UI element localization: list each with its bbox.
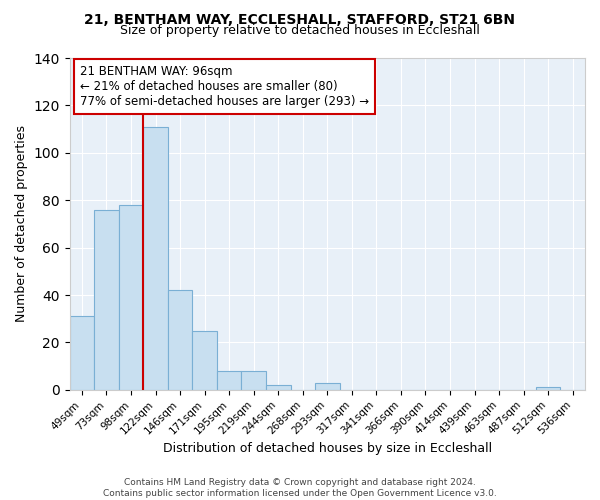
Bar: [241, 371, 266, 390]
Text: Contains HM Land Registry data © Crown copyright and database right 2024.
Contai: Contains HM Land Registry data © Crown c…: [103, 478, 497, 498]
Bar: [143, 126, 168, 390]
Bar: [266, 385, 290, 390]
Bar: [315, 383, 340, 390]
Bar: [193, 330, 217, 390]
Bar: [70, 316, 94, 390]
Text: 21 BENTHAM WAY: 96sqm
← 21% of detached houses are smaller (80)
77% of semi-deta: 21 BENTHAM WAY: 96sqm ← 21% of detached …: [80, 64, 369, 108]
Bar: [217, 371, 241, 390]
Bar: [168, 290, 193, 390]
Bar: [119, 205, 143, 390]
Text: 21, BENTHAM WAY, ECCLESHALL, STAFFORD, ST21 6BN: 21, BENTHAM WAY, ECCLESHALL, STAFFORD, S…: [85, 12, 515, 26]
Bar: [94, 210, 119, 390]
Text: Size of property relative to detached houses in Eccleshall: Size of property relative to detached ho…: [120, 24, 480, 37]
Y-axis label: Number of detached properties: Number of detached properties: [15, 126, 28, 322]
X-axis label: Distribution of detached houses by size in Eccleshall: Distribution of detached houses by size …: [163, 442, 492, 455]
Bar: [536, 388, 560, 390]
